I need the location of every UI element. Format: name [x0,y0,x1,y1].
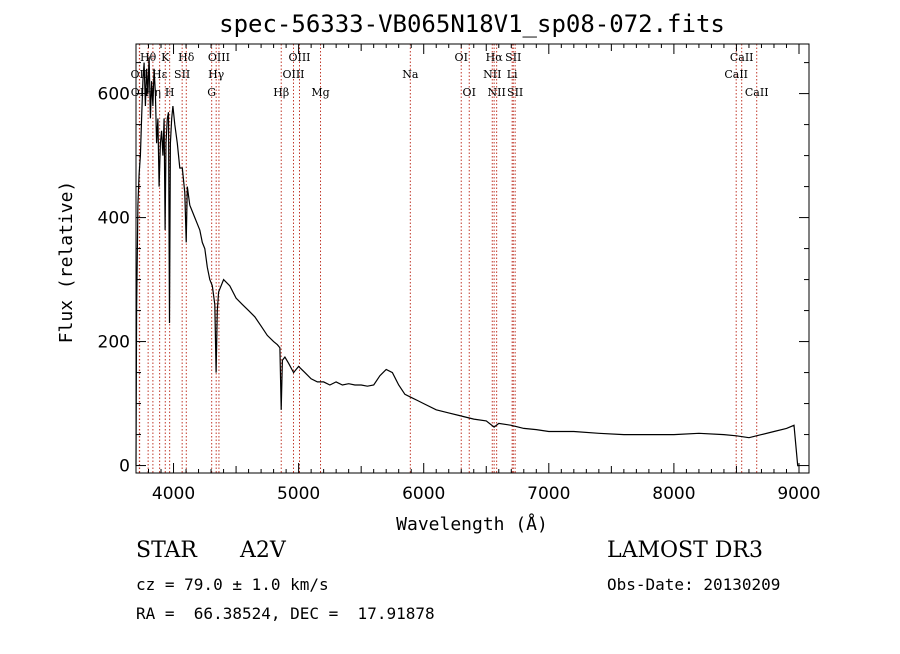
y-axis-ticks: 0 200 400 600 [98,62,809,477]
line-label-26: CaII [730,51,754,64]
emission-line-markers [138,44,758,473]
x-tick-label: 9000 [777,484,820,504]
line-label-18: OI [463,86,476,99]
line-label-24: SII [507,86,523,99]
x-tick-label: 6000 [402,484,445,504]
line-label-4: Hε [152,68,168,81]
line-label-20: Hα [486,51,504,64]
x-tick-label: 8000 [652,484,695,504]
line-label-12: Hβ [273,86,289,99]
y-axis-label: Flux (relative) [56,181,77,344]
line-label-7: SII [174,68,190,81]
line-label-15: Mg [311,86,329,99]
spectrum-line [135,56,799,467]
line-label-1: OII [131,68,149,81]
line-label-0: Hθ [140,51,157,64]
line-label-17: OI [455,51,468,64]
x-tick-label: 4000 [152,484,195,504]
line-label-13: OIII [282,68,304,81]
line-label-23: Li [507,68,518,81]
sky-coordinates: RA = 66.38524, DEC = 17.91878 [136,604,435,623]
x-tick-label: 7000 [527,484,570,504]
line-label-22: SII [505,51,521,64]
line-label-27: CaII [745,86,769,99]
spectral-subclass: A2V [240,538,286,563]
survey-name: LAMOST DR3 [607,538,763,563]
line-label-14: OIII [288,51,310,64]
line-label-25: CaII [724,68,748,81]
y-tick-label: 600 [98,85,130,105]
plot-frame [135,43,810,474]
line-label-2: OII [131,86,149,99]
line-label-6: H [165,86,175,99]
line-label-21: NII [487,86,505,99]
redshift-velocity: cz = 79.0 ± 1.0 km/s [136,575,329,594]
line-label-8: Hδ [178,51,195,64]
line-label-16: Na [402,68,419,81]
chart-title: spec-56333-VB065N18V1_sp08-072.fits [219,10,725,38]
y-tick-label: 400 [98,209,130,229]
line-label-10: Hγ [208,68,225,81]
x-axis-ticks: 4000 5000 6000 7000 8000 9000 [135,44,821,504]
x-tick-label: 5000 [277,484,320,504]
y-tick-label: 0 [119,457,130,477]
observation-date: Obs-Date: 20130209 [607,575,781,594]
line-label-19: NII [483,68,501,81]
object-type: STAR [136,538,197,563]
line-label-11: G [207,86,216,99]
line-label-9: OIII [208,51,230,64]
x-axis-label: Wavelength (Å) [396,513,548,535]
y-tick-label: 200 [98,333,130,353]
line-label-5: K [161,51,170,64]
